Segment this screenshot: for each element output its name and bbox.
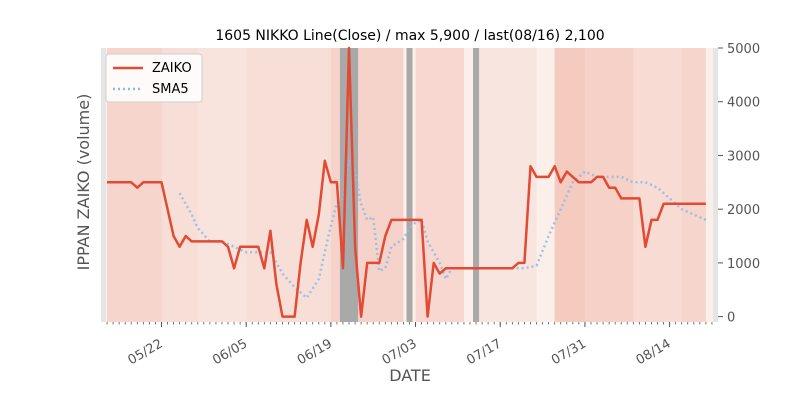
y-axis-label: IPPAN ZAIKO (volume) [74, 94, 93, 271]
y-tick-label: 4000 [727, 96, 760, 111]
x-tick-label: 06/19 [295, 336, 335, 368]
x-tick-label: 08/14 [634, 336, 674, 368]
background-band [681, 48, 706, 322]
y-tick-label: 5000 [727, 42, 760, 57]
y-axis: 0 1000 2000 3000 4000 5000 [718, 42, 760, 326]
x-tick-label: 07/03 [380, 336, 420, 368]
legend: ZAIKO SMA5 [105, 53, 203, 103]
y-tick-label: 2000 [727, 203, 760, 218]
x-axis: 05/22 06/05 06/19 07/03 07/17 07/31 08/14 [106, 322, 713, 368]
background-band [197, 48, 247, 322]
background-band [633, 48, 682, 322]
series-line-zaiko [107, 46, 706, 318]
background-band-dark [473, 48, 480, 322]
legend-entry-zaiko: ZAIKO [152, 61, 192, 76]
y-tick-label: 0 [727, 311, 735, 326]
chart-title: 1605 NIKKO Line(Close) / max 5,900 / las… [215, 28, 604, 44]
background-band [246, 48, 331, 322]
x-tick-label: 07/17 [464, 336, 504, 368]
background-band [415, 48, 464, 322]
background-band [476, 48, 537, 322]
y-tick-label: 3000 [727, 149, 760, 164]
background-band [554, 48, 585, 322]
x-tick-label: 07/31 [549, 336, 589, 368]
background-band [584, 48, 634, 322]
x-tick-label: 05/22 [126, 336, 166, 368]
x-axis-label: DATE [389, 366, 431, 385]
background-band-dark [406, 48, 413, 322]
legend-entry-sma5: SMA5 [152, 82, 189, 97]
y-tick-label: 1000 [727, 257, 760, 272]
x-tick-label: 06/05 [210, 336, 250, 368]
